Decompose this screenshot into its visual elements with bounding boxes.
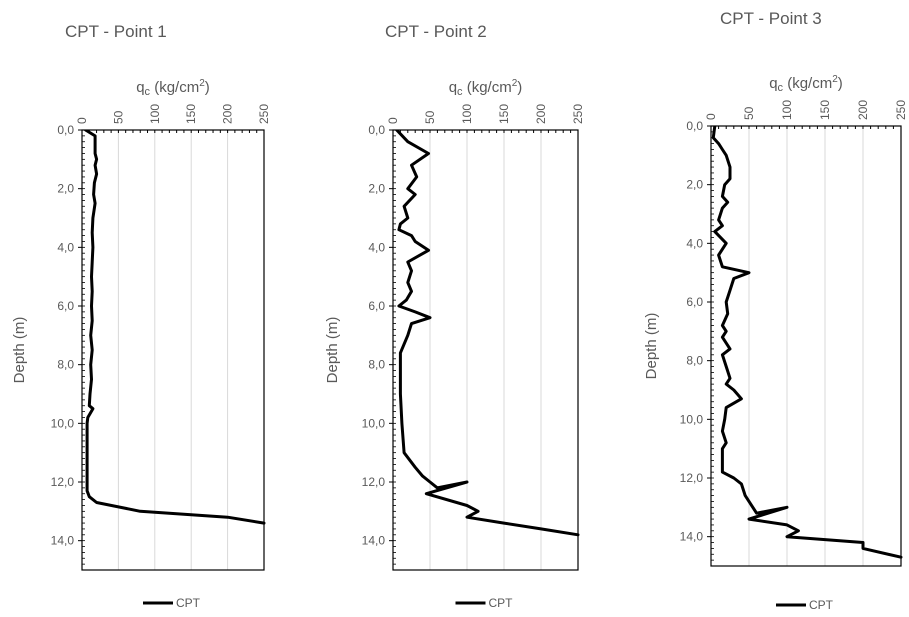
chart-title: CPT - Point 3 xyxy=(720,9,822,28)
y-tick-label: 6,0 xyxy=(368,299,385,313)
y-tick-label: 14,0 xyxy=(51,534,75,548)
x-tick-label: 250 xyxy=(257,104,271,124)
x-axis-title-sub: c xyxy=(457,86,463,98)
x-tick-label: 50 xyxy=(111,110,125,124)
x-axis-title-sup: 2 xyxy=(199,78,205,89)
x-tick-label: 150 xyxy=(184,104,198,124)
plot-area xyxy=(710,125,902,567)
x-axis-title-sub: c xyxy=(778,82,784,94)
series-line-cpt xyxy=(395,130,580,537)
y-axis-title: Depth (m) xyxy=(11,317,28,384)
y-tick-label: 2,0 xyxy=(368,182,385,196)
y-tick-label: 8,0 xyxy=(368,358,385,372)
y-tick-label: 6,0 xyxy=(57,299,74,313)
y-tick-label: 4,0 xyxy=(57,240,74,254)
x-tick-label: 0 xyxy=(386,117,400,124)
x-tick-label: 250 xyxy=(571,104,585,124)
x-tick-label: 100 xyxy=(780,100,794,120)
x-axis-title-close: ) xyxy=(517,79,522,96)
x-tick-label: 50 xyxy=(742,106,756,120)
chart-panel-2: CPT - Point 2 0 50 100 150 200 250 qc (kg/cm2) 0… xyxy=(324,22,585,610)
x-axis-title: qc (kg/cm2) xyxy=(769,74,843,94)
y-tick-label: 0,0 xyxy=(368,123,385,137)
x-tick-label: 150 xyxy=(497,104,511,124)
x-axis-title: qc (kg/cm2) xyxy=(136,78,210,98)
legend-label: CPT xyxy=(809,598,834,612)
y-tick-label: 0,0 xyxy=(686,119,703,133)
y-tick-label: 12,0 xyxy=(362,475,386,489)
x-axis-title-unit: (kg/cm xyxy=(150,79,199,96)
x-axis-title-sub: c xyxy=(145,86,151,98)
x-tick-label: 200 xyxy=(534,104,548,124)
y-axis-title: Depth (m) xyxy=(643,313,660,380)
plot-area xyxy=(81,129,265,571)
y-tick-label: 14,0 xyxy=(680,530,704,544)
y-tick-label: 12,0 xyxy=(51,475,75,489)
x-tick-label: 250 xyxy=(894,100,908,120)
y-tick-label: 0,0 xyxy=(57,123,74,137)
x-tick-label: 100 xyxy=(148,104,162,124)
y-tick-label: 10,0 xyxy=(362,416,386,430)
series-line-cpt xyxy=(84,130,266,525)
chart-title: CPT - Point 1 xyxy=(65,22,167,41)
x-axis-title-close: ) xyxy=(838,75,843,92)
y-tick-label: 8,0 xyxy=(686,354,703,368)
chart-panel-1: CPT - Point 1 0 50 100 150 200 250 qc (kg/cm2) 0… xyxy=(11,22,271,610)
x-axis-title: qc (kg/cm2) xyxy=(449,78,523,98)
y-tick-label: 10,0 xyxy=(680,412,704,426)
x-tick-label: 200 xyxy=(856,100,870,120)
x-tick-label: 0 xyxy=(75,117,89,124)
x-axis-title-unit: (kg/cm xyxy=(463,79,512,96)
y-tick-label: 2,0 xyxy=(686,178,703,192)
x-axis-title-unit: (kg/cm xyxy=(783,75,832,92)
x-tick-label: 50 xyxy=(423,110,437,124)
x-axis-title-sup: 2 xyxy=(512,78,518,89)
y-tick-label: 4,0 xyxy=(368,240,385,254)
series-line-cpt xyxy=(711,126,903,559)
x-tick-label: 0 xyxy=(704,113,718,120)
y-tick-label: 14,0 xyxy=(362,534,386,548)
chart-title: CPT - Point 2 xyxy=(385,22,487,41)
legend-label: CPT xyxy=(489,596,514,610)
y-axis-title: Depth (m) xyxy=(324,317,341,384)
y-tick-label: 8,0 xyxy=(57,358,74,372)
plot-area xyxy=(392,129,579,571)
x-axis-title-sup: 2 xyxy=(832,74,838,85)
x-axis-title-main: q xyxy=(769,75,777,92)
y-tick-label: 4,0 xyxy=(686,236,703,250)
x-axis-title-main: q xyxy=(136,79,144,96)
y-tick-label: 2,0 xyxy=(57,182,74,196)
x-axis-title-main: q xyxy=(449,79,457,96)
chart-panel-3: CPT - Point 3 0 50 100 150 200 250 qc (kg/cm2) 0… xyxy=(643,9,908,612)
x-tick-label: 100 xyxy=(460,104,474,124)
y-tick-label: 10,0 xyxy=(51,416,75,430)
legend-label: CPT xyxy=(176,596,201,610)
y-tick-label: 6,0 xyxy=(686,295,703,309)
x-tick-label: 150 xyxy=(818,100,832,120)
y-tick-label: 12,0 xyxy=(680,471,704,485)
x-axis-title-close: ) xyxy=(205,79,210,96)
x-tick-label: 200 xyxy=(221,104,235,124)
